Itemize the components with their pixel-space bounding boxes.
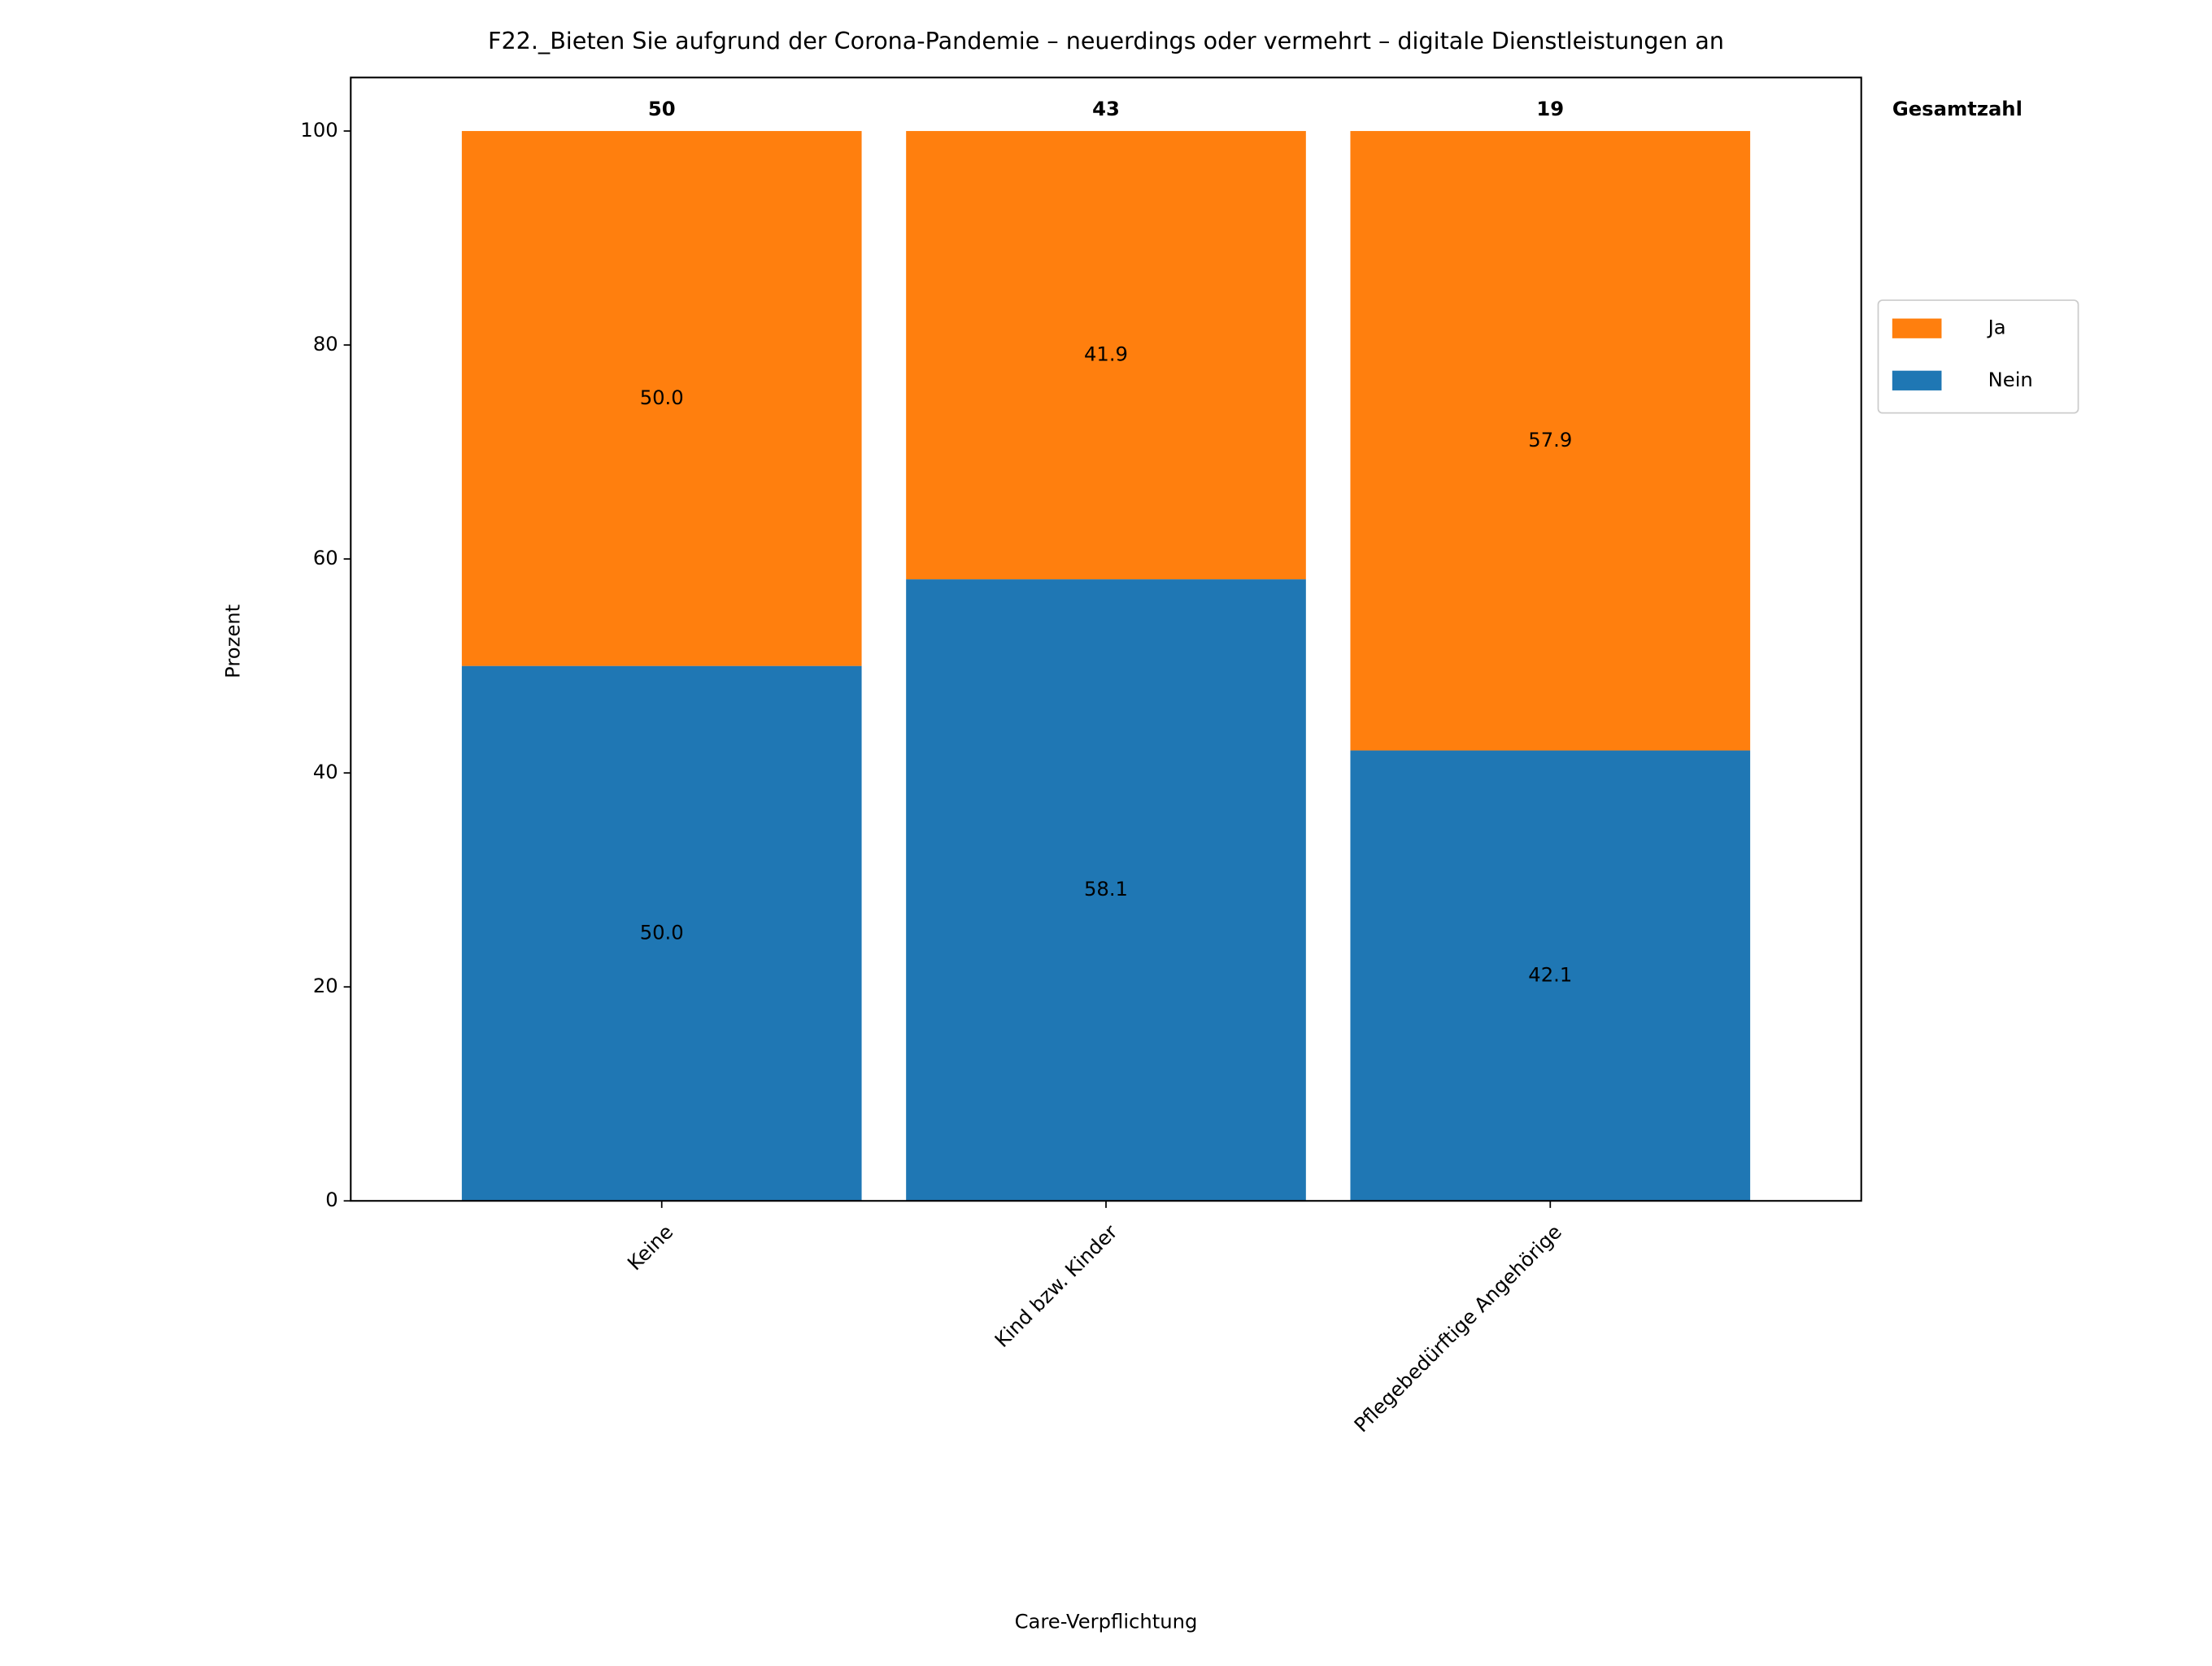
legend-box	[1877, 299, 2079, 414]
value-label: 50.0	[640, 386, 684, 409]
bar-segment	[906, 579, 1306, 1202]
chart-title: F22._Bieten Sie aufgrund der Corona-Pand…	[488, 27, 1724, 55]
bar-segment	[1350, 131, 1751, 751]
bar-segment	[1350, 750, 1751, 1202]
y-tick-label: 0	[325, 1188, 337, 1211]
y-tick-label: 60	[313, 546, 338, 569]
totals-title: Gesamtzahl	[1892, 97, 2023, 120]
bar-segment	[906, 131, 1306, 580]
legend-label: Ja	[1987, 316, 2006, 339]
y-tick-label: 80	[313, 332, 338, 355]
legend-swatch	[1892, 370, 1942, 390]
total-label: 19	[1536, 97, 1564, 120]
value-label: 58.1	[1084, 877, 1128, 901]
legend-swatch	[1892, 318, 1942, 338]
value-label: 42.1	[1528, 962, 1572, 986]
value-label: 57.9	[1528, 428, 1572, 451]
axes-frame	[350, 76, 1862, 1202]
value-label: 50.0	[640, 920, 684, 944]
y-tick-label: 100	[300, 118, 337, 142]
y-tick-label: 20	[313, 974, 338, 997]
bar-segment	[461, 665, 862, 1202]
y-tick-label: 40	[313, 760, 338, 783]
x-axis-label: Care-Verpflichtung	[1015, 1609, 1198, 1633]
y-axis-label: Prozent	[220, 604, 244, 678]
legend-label: Nein	[1988, 368, 2033, 391]
total-label: 43	[1092, 97, 1120, 120]
value-label: 41.9	[1084, 342, 1128, 366]
bar-segment	[461, 131, 862, 666]
total-label: 50	[648, 97, 676, 120]
